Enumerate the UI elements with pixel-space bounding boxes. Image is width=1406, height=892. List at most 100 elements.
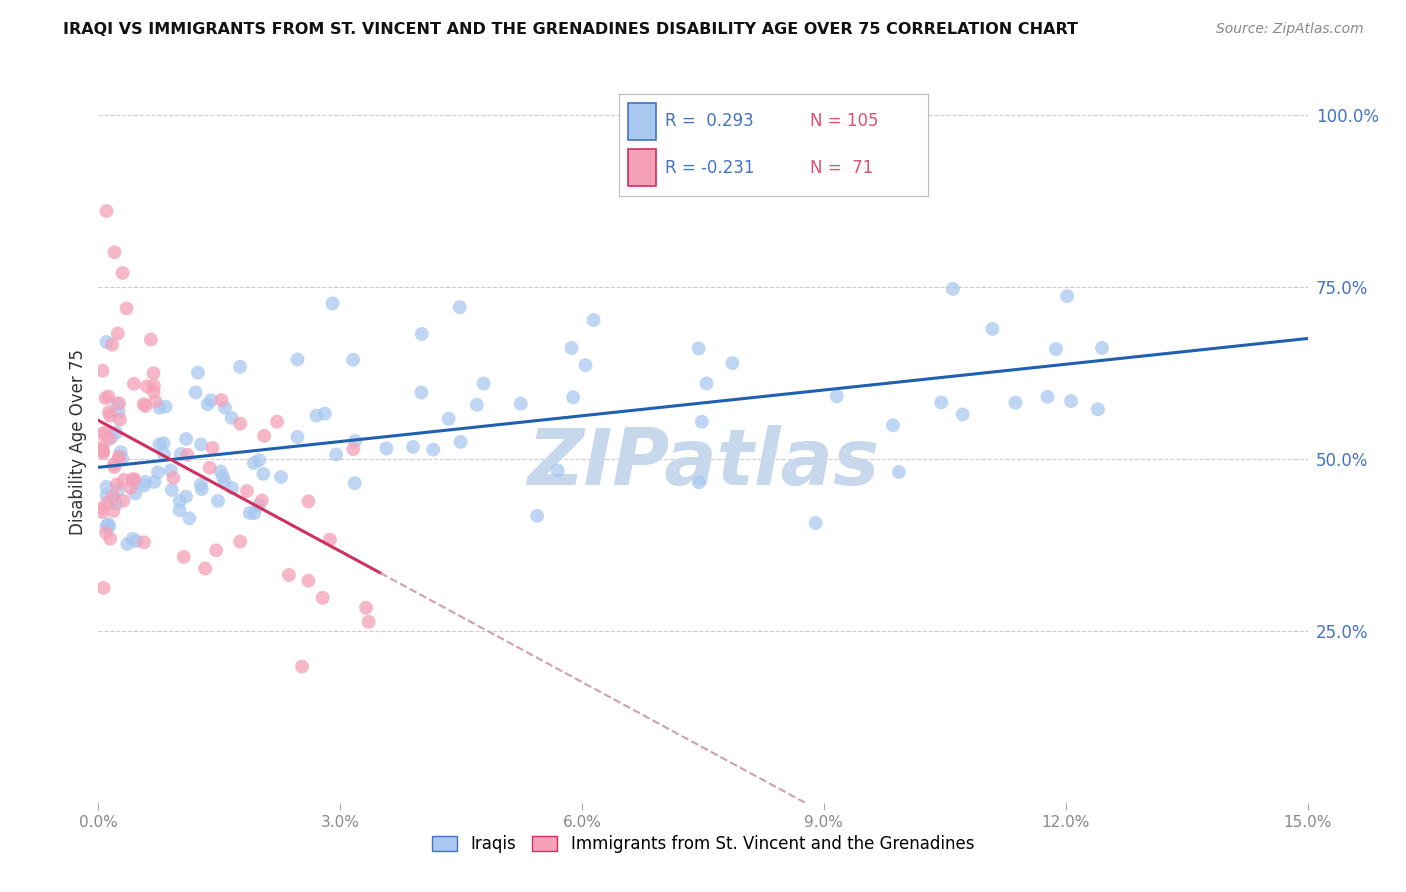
Point xyxy=(174,432,197,446)
Point xyxy=(96,488,118,502)
Point xyxy=(411,385,433,400)
Point xyxy=(411,326,433,341)
Point xyxy=(695,376,717,391)
Point xyxy=(96,519,118,533)
Point xyxy=(211,469,233,483)
Point xyxy=(98,409,121,423)
Point xyxy=(721,356,744,370)
Point xyxy=(96,204,118,219)
Text: Source: ZipAtlas.com: Source: ZipAtlas.com xyxy=(1216,22,1364,37)
Point xyxy=(174,490,197,504)
Point xyxy=(253,429,276,443)
Point xyxy=(207,494,229,508)
Point xyxy=(96,496,118,510)
Point xyxy=(547,463,569,477)
Point xyxy=(91,440,114,454)
Point xyxy=(187,366,209,380)
Point xyxy=(107,326,129,341)
Point xyxy=(197,397,219,411)
Point xyxy=(105,425,128,440)
Point xyxy=(94,391,117,405)
Point xyxy=(214,475,236,489)
Point xyxy=(142,384,165,399)
Point xyxy=(201,441,224,455)
Point xyxy=(152,436,174,450)
Bar xyxy=(628,149,655,186)
Point xyxy=(105,477,128,491)
Point xyxy=(266,415,288,429)
Point xyxy=(942,282,965,296)
Point xyxy=(105,497,128,511)
Point xyxy=(250,493,273,508)
Point xyxy=(209,465,232,479)
Point xyxy=(96,480,118,494)
Point xyxy=(98,532,121,546)
Point xyxy=(94,425,117,440)
Point xyxy=(190,437,212,451)
Text: ZIPatlas: ZIPatlas xyxy=(527,425,879,501)
Point xyxy=(688,475,710,490)
Point xyxy=(560,341,582,355)
Point xyxy=(122,376,145,391)
Point xyxy=(103,245,125,260)
Point xyxy=(101,337,124,351)
Point xyxy=(91,364,114,378)
Point xyxy=(582,313,605,327)
Point xyxy=(143,394,166,409)
Point xyxy=(1091,341,1114,355)
Point xyxy=(115,301,138,316)
Point xyxy=(688,342,710,356)
Point xyxy=(344,434,367,448)
Point xyxy=(297,574,319,588)
Point xyxy=(121,472,143,486)
Point xyxy=(342,442,364,456)
Point xyxy=(322,296,344,310)
Point xyxy=(354,600,377,615)
Point xyxy=(465,398,488,412)
Text: IRAQI VS IMMIGRANTS FROM ST. VINCENT AND THE GRENADINES DISABILITY AGE OVER 75 C: IRAQI VS IMMIGRANTS FROM ST. VINCENT AND… xyxy=(63,22,1078,37)
Point xyxy=(422,442,444,457)
Point xyxy=(239,506,262,520)
Point xyxy=(159,463,181,477)
Point xyxy=(472,376,495,391)
Point xyxy=(148,437,170,451)
Point xyxy=(124,486,146,500)
Point xyxy=(825,389,848,403)
Point xyxy=(96,334,118,349)
Point xyxy=(229,359,252,374)
Point xyxy=(190,477,212,491)
Point xyxy=(357,615,380,629)
Point xyxy=(804,516,827,530)
Point xyxy=(132,397,155,411)
Point xyxy=(247,453,270,467)
Point xyxy=(134,475,156,489)
Point xyxy=(162,471,184,485)
Point xyxy=(319,533,342,547)
Point xyxy=(342,352,364,367)
Point xyxy=(142,378,165,392)
Point xyxy=(252,467,274,481)
Point xyxy=(221,481,243,495)
Point xyxy=(134,399,156,413)
Point xyxy=(1056,289,1078,303)
Point xyxy=(103,457,125,471)
Point xyxy=(509,397,531,411)
Point xyxy=(108,412,131,426)
Point xyxy=(107,453,129,467)
Point xyxy=(148,401,170,415)
Point xyxy=(91,426,114,441)
Point xyxy=(402,440,425,454)
Point xyxy=(184,385,207,400)
Point xyxy=(229,534,252,549)
Point xyxy=(94,525,117,540)
Point xyxy=(929,395,952,409)
Point xyxy=(91,444,114,458)
Point xyxy=(882,418,904,433)
Point xyxy=(179,511,201,525)
Point xyxy=(91,446,114,460)
Point xyxy=(270,470,292,484)
Point xyxy=(297,494,319,508)
Point xyxy=(91,505,114,519)
Point xyxy=(125,534,148,549)
Point xyxy=(103,492,125,507)
